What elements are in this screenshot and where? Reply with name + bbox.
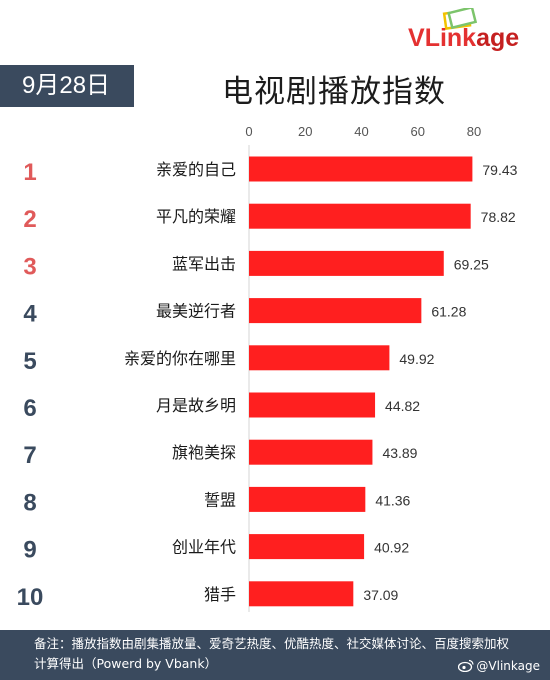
bar: [249, 439, 373, 465]
date-badge: 9月28日: [0, 65, 134, 107]
bar: [249, 250, 444, 276]
footer: 备注：播放指数由剧集播放量、爱奇艺热度、优酷热度、社交媒体讨论、百度搜索加权计算…: [0, 630, 550, 680]
weibo-icon: [458, 659, 475, 673]
bar-value-label: 78.82: [481, 209, 516, 225]
bar: [249, 486, 366, 512]
bar: [249, 581, 354, 607]
bar: [249, 156, 473, 182]
x-tick-label: 80: [467, 124, 481, 139]
footer-note: 备注：播放指数由剧集播放量、爱奇艺热度、优酷热度、社交媒体讨论、百度搜索加权计算…: [34, 636, 510, 671]
rank-number: 5: [23, 348, 36, 375]
rank-number: 9: [23, 537, 36, 564]
bar-chart: 0 20 40 60 80 1 亲爱的自己 79.43 2 平凡的荣耀 78.82 3 蓝军出击 69.2…: [17, 124, 518, 612]
bar-category-label: 蓝军出击: [172, 254, 236, 273]
bar-category-label: 亲爱的自己: [156, 160, 236, 179]
bar: [249, 534, 365, 560]
rank-number: 4: [23, 301, 37, 328]
brand-name: VLinkage: [408, 24, 520, 52]
x-tick-label: 60: [411, 124, 425, 139]
x-tick-label: 20: [298, 124, 312, 139]
vlinkage-logo: VLinkage: [408, 8, 544, 56]
bar: [249, 345, 390, 371]
rank-number: 6: [23, 395, 36, 422]
rank-number: 10: [17, 584, 44, 611]
bar-category-label: 旗袍美探: [172, 443, 236, 462]
rank-number: 7: [23, 442, 36, 469]
chart-title: 电视剧播放指数: [222, 74, 446, 110]
rank-number: 2: [23, 206, 36, 233]
rank-number: 1: [23, 159, 36, 186]
weibo-handle: @Vlinkage: [458, 656, 540, 676]
bar: [249, 298, 422, 324]
bar-category-label: 平凡的荣耀: [156, 207, 236, 226]
bar-value-label: 40.92: [374, 540, 409, 556]
bar-category-label: 猎手: [204, 585, 236, 604]
bar-category-label: 最美逆行者: [156, 302, 236, 321]
bar-value-label: 69.25: [454, 256, 489, 272]
rank-number: 3: [23, 253, 36, 280]
logo-frames-icon: [442, 8, 478, 30]
x-tick-label: 0: [245, 124, 252, 139]
bar-value-label: 49.92: [399, 351, 434, 367]
bar: [249, 203, 471, 229]
x-tick-label: 40: [354, 124, 368, 139]
rank-number: 8: [23, 489, 36, 516]
bar-value-label: 41.36: [375, 492, 410, 508]
bar-value-label: 79.43: [482, 162, 517, 178]
bar-category-label: 亲爱的你在哪里: [124, 349, 236, 368]
weibo-text: @Vlinkage: [476, 659, 540, 673]
bar-category-label: 创业年代: [172, 538, 236, 557]
bar-value-label: 44.82: [385, 398, 420, 414]
bar-value-label: 43.89: [382, 445, 417, 461]
bar-value-label: 37.09: [363, 587, 398, 603]
bar: [249, 392, 376, 418]
bar-category-label: 月是故乡明: [156, 396, 236, 415]
bar-value-label: 61.28: [431, 304, 466, 320]
bar-category-label: 誓盟: [204, 490, 236, 509]
